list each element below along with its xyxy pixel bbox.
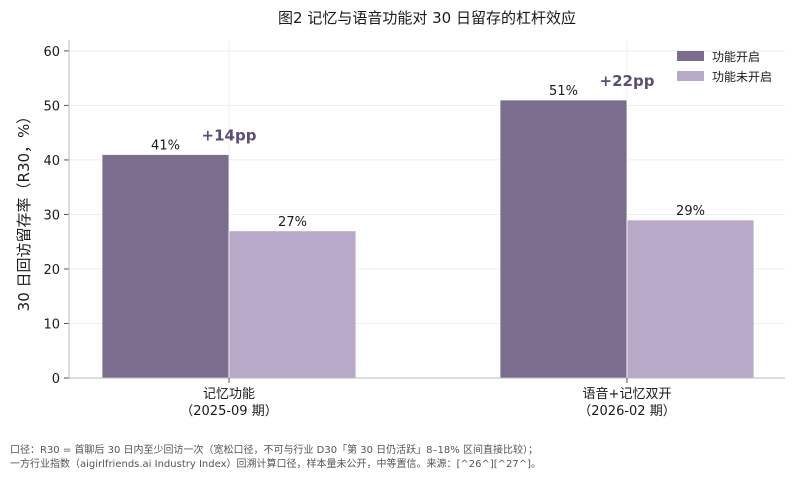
- legend-swatch-0: [677, 51, 704, 61]
- x-tick-label: 记忆功能: [203, 386, 255, 402]
- bar-off-0: [228, 230, 357, 379]
- footnote: 口径：R30 = 首聊后 30 日内至少回访一次（宽松口径，不可与行业 D30「…: [10, 444, 785, 472]
- y-tick-label: 10: [43, 317, 60, 332]
- bar-value-label: 27%: [278, 215, 307, 230]
- y-tick-label: 30: [43, 208, 60, 223]
- bar-value-label: 29%: [676, 204, 705, 219]
- footnote-line-2: 一方行业指数（aigirlfriends.ai Industry Index）回…: [10, 459, 542, 470]
- legend-label: 功能开启: [712, 50, 760, 64]
- legend-label: 功能未开启: [712, 70, 772, 84]
- x-tick-label-period: （2026-02 期）: [578, 404, 675, 419]
- axes: 0 10 20 30 40 50 60 记忆功能 （2025-09 期） 语音+记忆双开 （2026…: [43, 40, 785, 419]
- data-labels: 41% 51% 27% 29% +14pp +22pp: [151, 72, 705, 230]
- y-tick-label: 60: [43, 45, 60, 60]
- y-tick-label: 20: [43, 263, 60, 278]
- x-tick-label-period: （2025-09 期）: [180, 404, 277, 419]
- y-tick-label: 40: [43, 154, 60, 169]
- bar-value-label: 41%: [151, 138, 180, 153]
- y-tick-label: 0: [52, 372, 60, 387]
- bar-value-label: 51%: [549, 84, 578, 99]
- footnote-line-1: 口径：R30 = 首聊后 30 日内至少回访一次（宽松口径，不可与行业 D30「…: [10, 445, 538, 456]
- difference-annotation: +14pp: [202, 126, 257, 144]
- x-tick-label: 语音+记忆双开: [583, 386, 672, 402]
- legend-swatch-1: [677, 71, 704, 81]
- bar-on-1: [499, 99, 628, 379]
- bar-on-0: [101, 154, 230, 379]
- bar-off-1: [626, 219, 755, 379]
- bars: [101, 99, 755, 379]
- retention-bar-chart: 图2 记忆与语音功能对 30 日留存的杠杆效应 30 日回访留存率（R30，%）…: [15, 9, 785, 419]
- y-tick-label: 50: [43, 99, 60, 114]
- y-axis-label: 30 日回访留存率（R30，%）: [15, 109, 33, 312]
- chart-title: 图2 记忆与语音功能对 30 日留存的杠杆效应: [278, 9, 576, 27]
- difference-annotation: +22pp: [600, 72, 655, 90]
